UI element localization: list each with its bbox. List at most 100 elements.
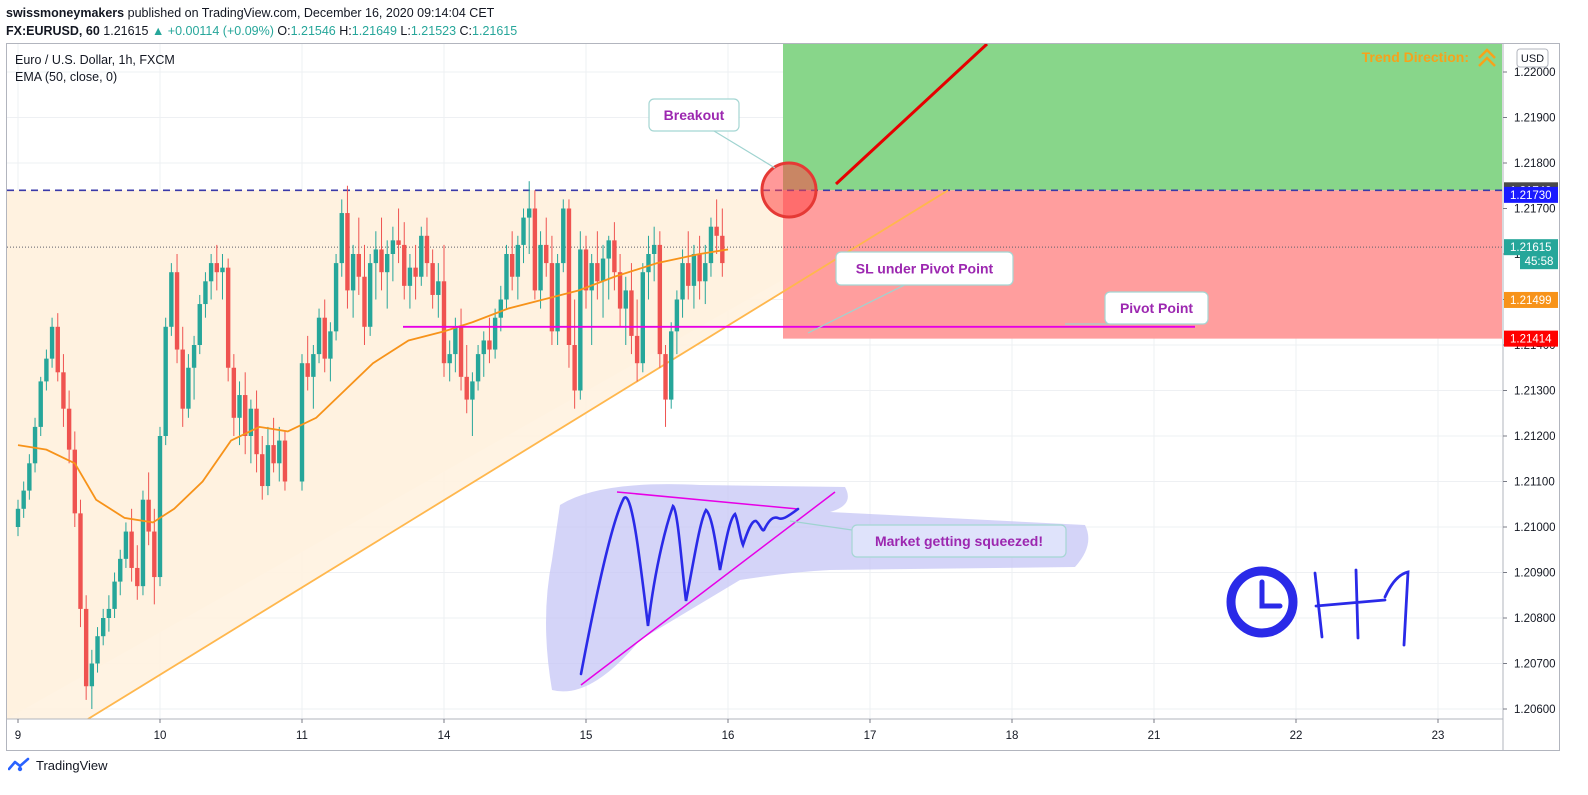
candle-body[interactable]	[555, 263, 560, 332]
candle-body[interactable]	[32, 426, 38, 464]
candle-body[interactable]	[169, 272, 174, 327]
candle-body[interactable]	[220, 267, 225, 273]
candle-body[interactable]	[475, 354, 481, 382]
candle-body[interactable]	[362, 276, 367, 327]
candle-body[interactable]	[669, 331, 674, 400]
candle-body[interactable]	[44, 358, 49, 382]
candle-body[interactable]	[532, 208, 538, 291]
candle-body[interactable]	[402, 244, 407, 286]
candle-body[interactable]	[243, 395, 248, 436]
candle-body[interactable]	[135, 567, 140, 587]
candle-body[interactable]	[333, 263, 339, 332]
candle-body[interactable]	[163, 326, 168, 436]
candle-body[interactable]	[174, 272, 180, 350]
candle-body[interactable]	[651, 244, 657, 254]
breakout-callout[interactable]: Breakout	[648, 98, 776, 169]
ema-legend[interactable]: EMA (50, close, 0)	[15, 70, 117, 84]
candle-body[interactable]	[61, 372, 66, 409]
candle-body[interactable]	[663, 354, 668, 400]
currency-button[interactable]	[1516, 48, 1549, 68]
candle-body[interactable]	[129, 531, 134, 568]
candle-body[interactable]	[640, 272, 645, 364]
candle-body[interactable]	[322, 317, 327, 359]
candle-body[interactable]	[419, 235, 424, 277]
candle-body[interactable]	[629, 290, 634, 336]
candle-body[interactable]	[123, 531, 129, 559]
candle-body[interactable]	[606, 240, 611, 259]
ascending-trendline[interactable]	[87, 189, 949, 719]
candle-body[interactable]	[385, 254, 390, 273]
candle-body[interactable]	[504, 254, 509, 300]
plot-area[interactable]	[7, 44, 1502, 719]
candle-body[interactable]	[703, 263, 708, 282]
footer-brand[interactable]: TradingView	[36, 757, 108, 773]
squeeze-callout-box[interactable]	[851, 524, 1067, 558]
candle-body[interactable]	[390, 240, 396, 254]
candle-body[interactable]	[515, 244, 521, 277]
candle-body[interactable]	[714, 226, 719, 236]
candle-body[interactable]	[464, 376, 469, 400]
candle-body[interactable]	[458, 326, 464, 377]
candle-body[interactable]	[66, 408, 72, 450]
candle-body[interactable]	[396, 240, 401, 245]
candle-body[interactable]	[95, 636, 100, 664]
candle-body[interactable]	[566, 208, 572, 346]
publisher-name[interactable]: swissmoneymakers	[6, 6, 125, 20]
candle-body[interactable]	[367, 263, 373, 327]
candle-body[interactable]	[21, 490, 26, 509]
candle-body[interactable]	[487, 340, 492, 350]
candle-body[interactable]	[146, 499, 151, 532]
candle-body[interactable]	[180, 349, 185, 409]
candle-body[interactable]	[527, 208, 532, 218]
candle-body[interactable]	[265, 445, 271, 487]
candle-body[interactable]	[407, 267, 413, 286]
candle-body[interactable]	[191, 345, 197, 368]
candle-body[interactable]	[112, 581, 117, 609]
pivot-callout-box[interactable]	[1104, 291, 1209, 325]
candle-body[interactable]	[623, 290, 628, 309]
candle-body[interactable]	[197, 304, 202, 345]
candle-body[interactable]	[140, 499, 146, 587]
candle-body[interactable]	[83, 608, 89, 687]
candle-body[interactable]	[708, 226, 714, 264]
candle-body[interactable]	[447, 354, 452, 364]
price-axis[interactable]	[1503, 44, 1559, 719]
instrument-legend[interactable]: Euro / U.S. Dollar, 1h, FXCM	[15, 53, 175, 67]
breakout-circle[interactable]	[760, 161, 818, 219]
currency-button-label[interactable]: USD	[1521, 53, 1544, 65]
candle-body[interactable]	[316, 317, 322, 355]
candle-body[interactable]	[492, 317, 498, 350]
candle-body[interactable]	[498, 299, 503, 318]
pivot-callout[interactable]: Pivot Point	[1065, 291, 1209, 325]
candle-body[interactable]	[271, 445, 276, 464]
candle-body[interactable]	[208, 263, 214, 282]
candle-body[interactable]	[305, 363, 310, 377]
candle-body[interactable]	[538, 244, 543, 291]
candle-body[interactable]	[225, 267, 231, 368]
candle-body[interactable]	[691, 254, 697, 286]
candle-body[interactable]	[203, 281, 208, 305]
sl-callout-box[interactable]	[835, 251, 1014, 286]
candle-body[interactable]	[436, 281, 441, 295]
candle-body[interactable]	[339, 213, 344, 264]
candle-body[interactable]	[277, 440, 282, 464]
candle-body[interactable]	[481, 340, 486, 355]
candle-body[interactable]	[55, 326, 60, 373]
candle-body[interactable]	[600, 258, 606, 282]
candle-body[interactable]	[674, 299, 680, 332]
candle-body[interactable]	[248, 408, 254, 436]
candle-body[interactable]	[350, 254, 356, 291]
candle-body[interactable]	[282, 440, 288, 482]
breakout-callout-box[interactable]	[648, 98, 740, 132]
candle-body[interactable]	[680, 263, 685, 300]
candle-body[interactable]	[299, 363, 305, 482]
candle-body[interactable]	[617, 272, 623, 309]
candle-body[interactable]	[101, 618, 106, 637]
candle-body[interactable]	[231, 367, 237, 418]
candle-body[interactable]	[453, 326, 458, 355]
candle-body[interactable]	[521, 217, 526, 245]
candle-body[interactable]	[214, 263, 219, 273]
candle-body[interactable]	[686, 263, 691, 286]
candle-body[interactable]	[89, 663, 95, 687]
candle-body[interactable]	[544, 244, 549, 264]
